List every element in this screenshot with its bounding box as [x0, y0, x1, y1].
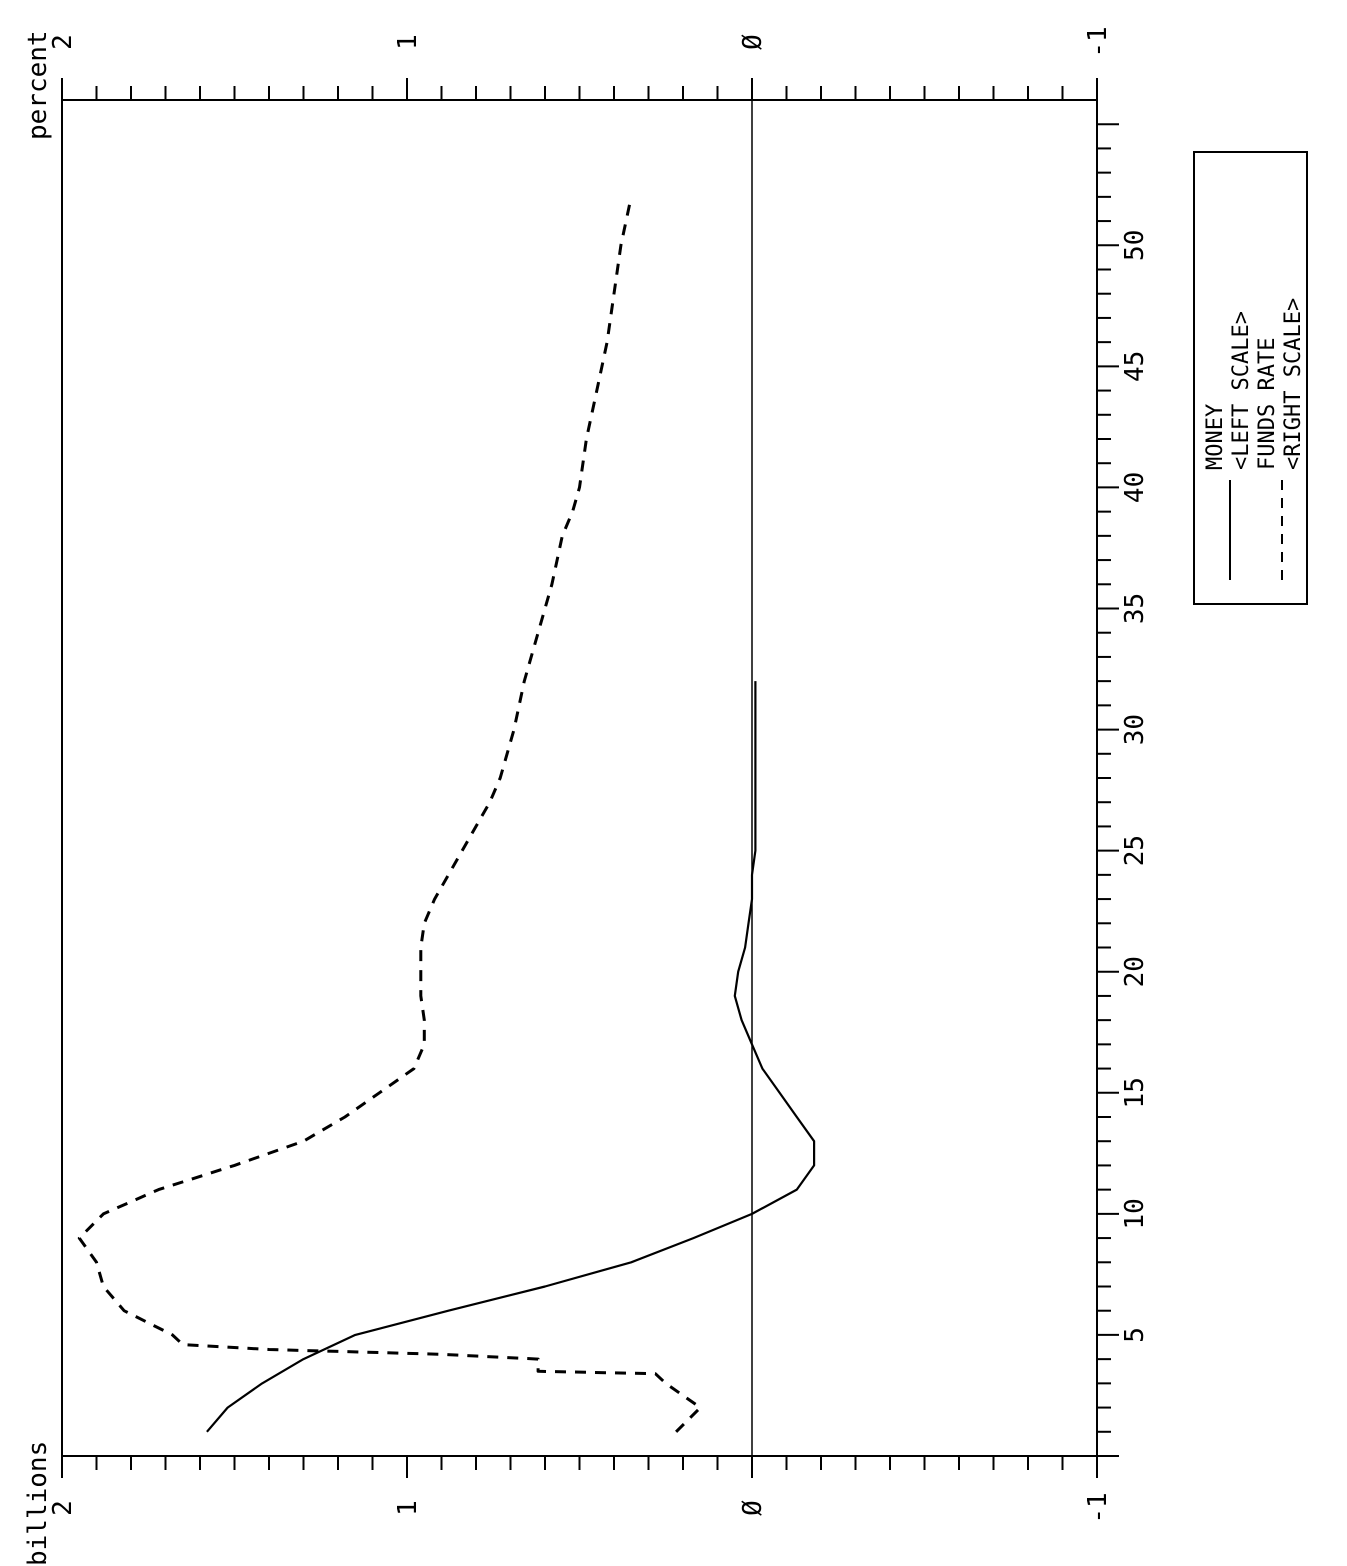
legend-box — [1193, 151, 1308, 605]
x-tick-label: 50 — [1120, 230, 1150, 261]
right-tick-label-group: 2 — [48, 34, 78, 50]
left-tick-label: -1 — [1083, 1492, 1113, 1523]
left-axis-label-group: billions — [23, 1441, 53, 1566]
left-tick-label-group: 1 — [393, 1500, 423, 1516]
x-tick-label-group: 15 — [1120, 1077, 1150, 1108]
x-tick-label: 35 — [1120, 593, 1150, 624]
right-tick-label-group: -1 — [1083, 26, 1113, 57]
x-tick-label-group: 45 — [1120, 351, 1150, 382]
left-tick-label-group: -1 — [1083, 1492, 1113, 1523]
x-tick-label-group: 25 — [1120, 835, 1150, 866]
x-tick-label-group: 50 — [1120, 230, 1150, 261]
left-axis-label: billions — [23, 1441, 53, 1566]
right-axis-label: percent — [23, 30, 53, 140]
x-tick-label: 15 — [1120, 1077, 1150, 1108]
x-tick-label-group: 5 — [1120, 1327, 1150, 1343]
legend: MONEY <LEFT SCALE> FUNDS RATE <RIGHT SCA… — [1193, 151, 1308, 605]
legend-money-label: MONEY — [1203, 404, 1228, 470]
x-tick-label: 45 — [1120, 351, 1150, 382]
x-tick-label-group: 30 — [1120, 714, 1150, 745]
x-tick-label: 25 — [1120, 835, 1150, 866]
plot-frame: 2 1 Ø -1 2 1 Ø -1 5 10 15 20 25 30 35 40 45 50 billions per… — [23, 26, 1150, 1566]
right-tick-label-group: Ø — [738, 34, 768, 50]
x-tick-label: 30 — [1120, 714, 1150, 745]
x-tick-label-group: 35 — [1120, 593, 1150, 624]
x-tick-label-group: 20 — [1120, 956, 1150, 987]
left-tick-label-group: 2 — [48, 1500, 78, 1516]
left-tick-label: 2 — [48, 1500, 78, 1516]
legend-funds-label: FUNDS RATE — [1255, 338, 1280, 470]
right-tick-label: Ø — [738, 34, 768, 50]
money-series-line — [206, 681, 816, 1433]
plot-border — [61, 99, 1098, 1457]
legend-money-scale: <LEFT SCALE> — [1229, 311, 1254, 470]
x-tick-label-group: 40 — [1120, 472, 1150, 503]
left-tick-label: Ø — [738, 1500, 768, 1516]
right-tick-label: 1 — [393, 34, 423, 50]
right-tick-label: -1 — [1083, 26, 1113, 57]
funds-rate-series-line — [77, 196, 702, 1433]
right-tick-label: 2 — [48, 34, 78, 50]
right-axis-label-group: percent — [23, 30, 53, 140]
x-tick-label: 10 — [1120, 1198, 1150, 1229]
legend-funds-scale: <RIGHT SCALE> — [1281, 298, 1306, 470]
x-tick-label: 5 — [1120, 1327, 1150, 1343]
x-tick-label: 40 — [1120, 472, 1150, 503]
left-tick-label: 1 — [393, 1500, 423, 1516]
left-tick-label-group: Ø — [738, 1500, 768, 1516]
right-tick-label-group: 1 — [393, 34, 423, 50]
x-tick-label: 20 — [1120, 956, 1150, 987]
series-group — [77, 196, 816, 1433]
x-tick-label-group: 10 — [1120, 1198, 1150, 1229]
